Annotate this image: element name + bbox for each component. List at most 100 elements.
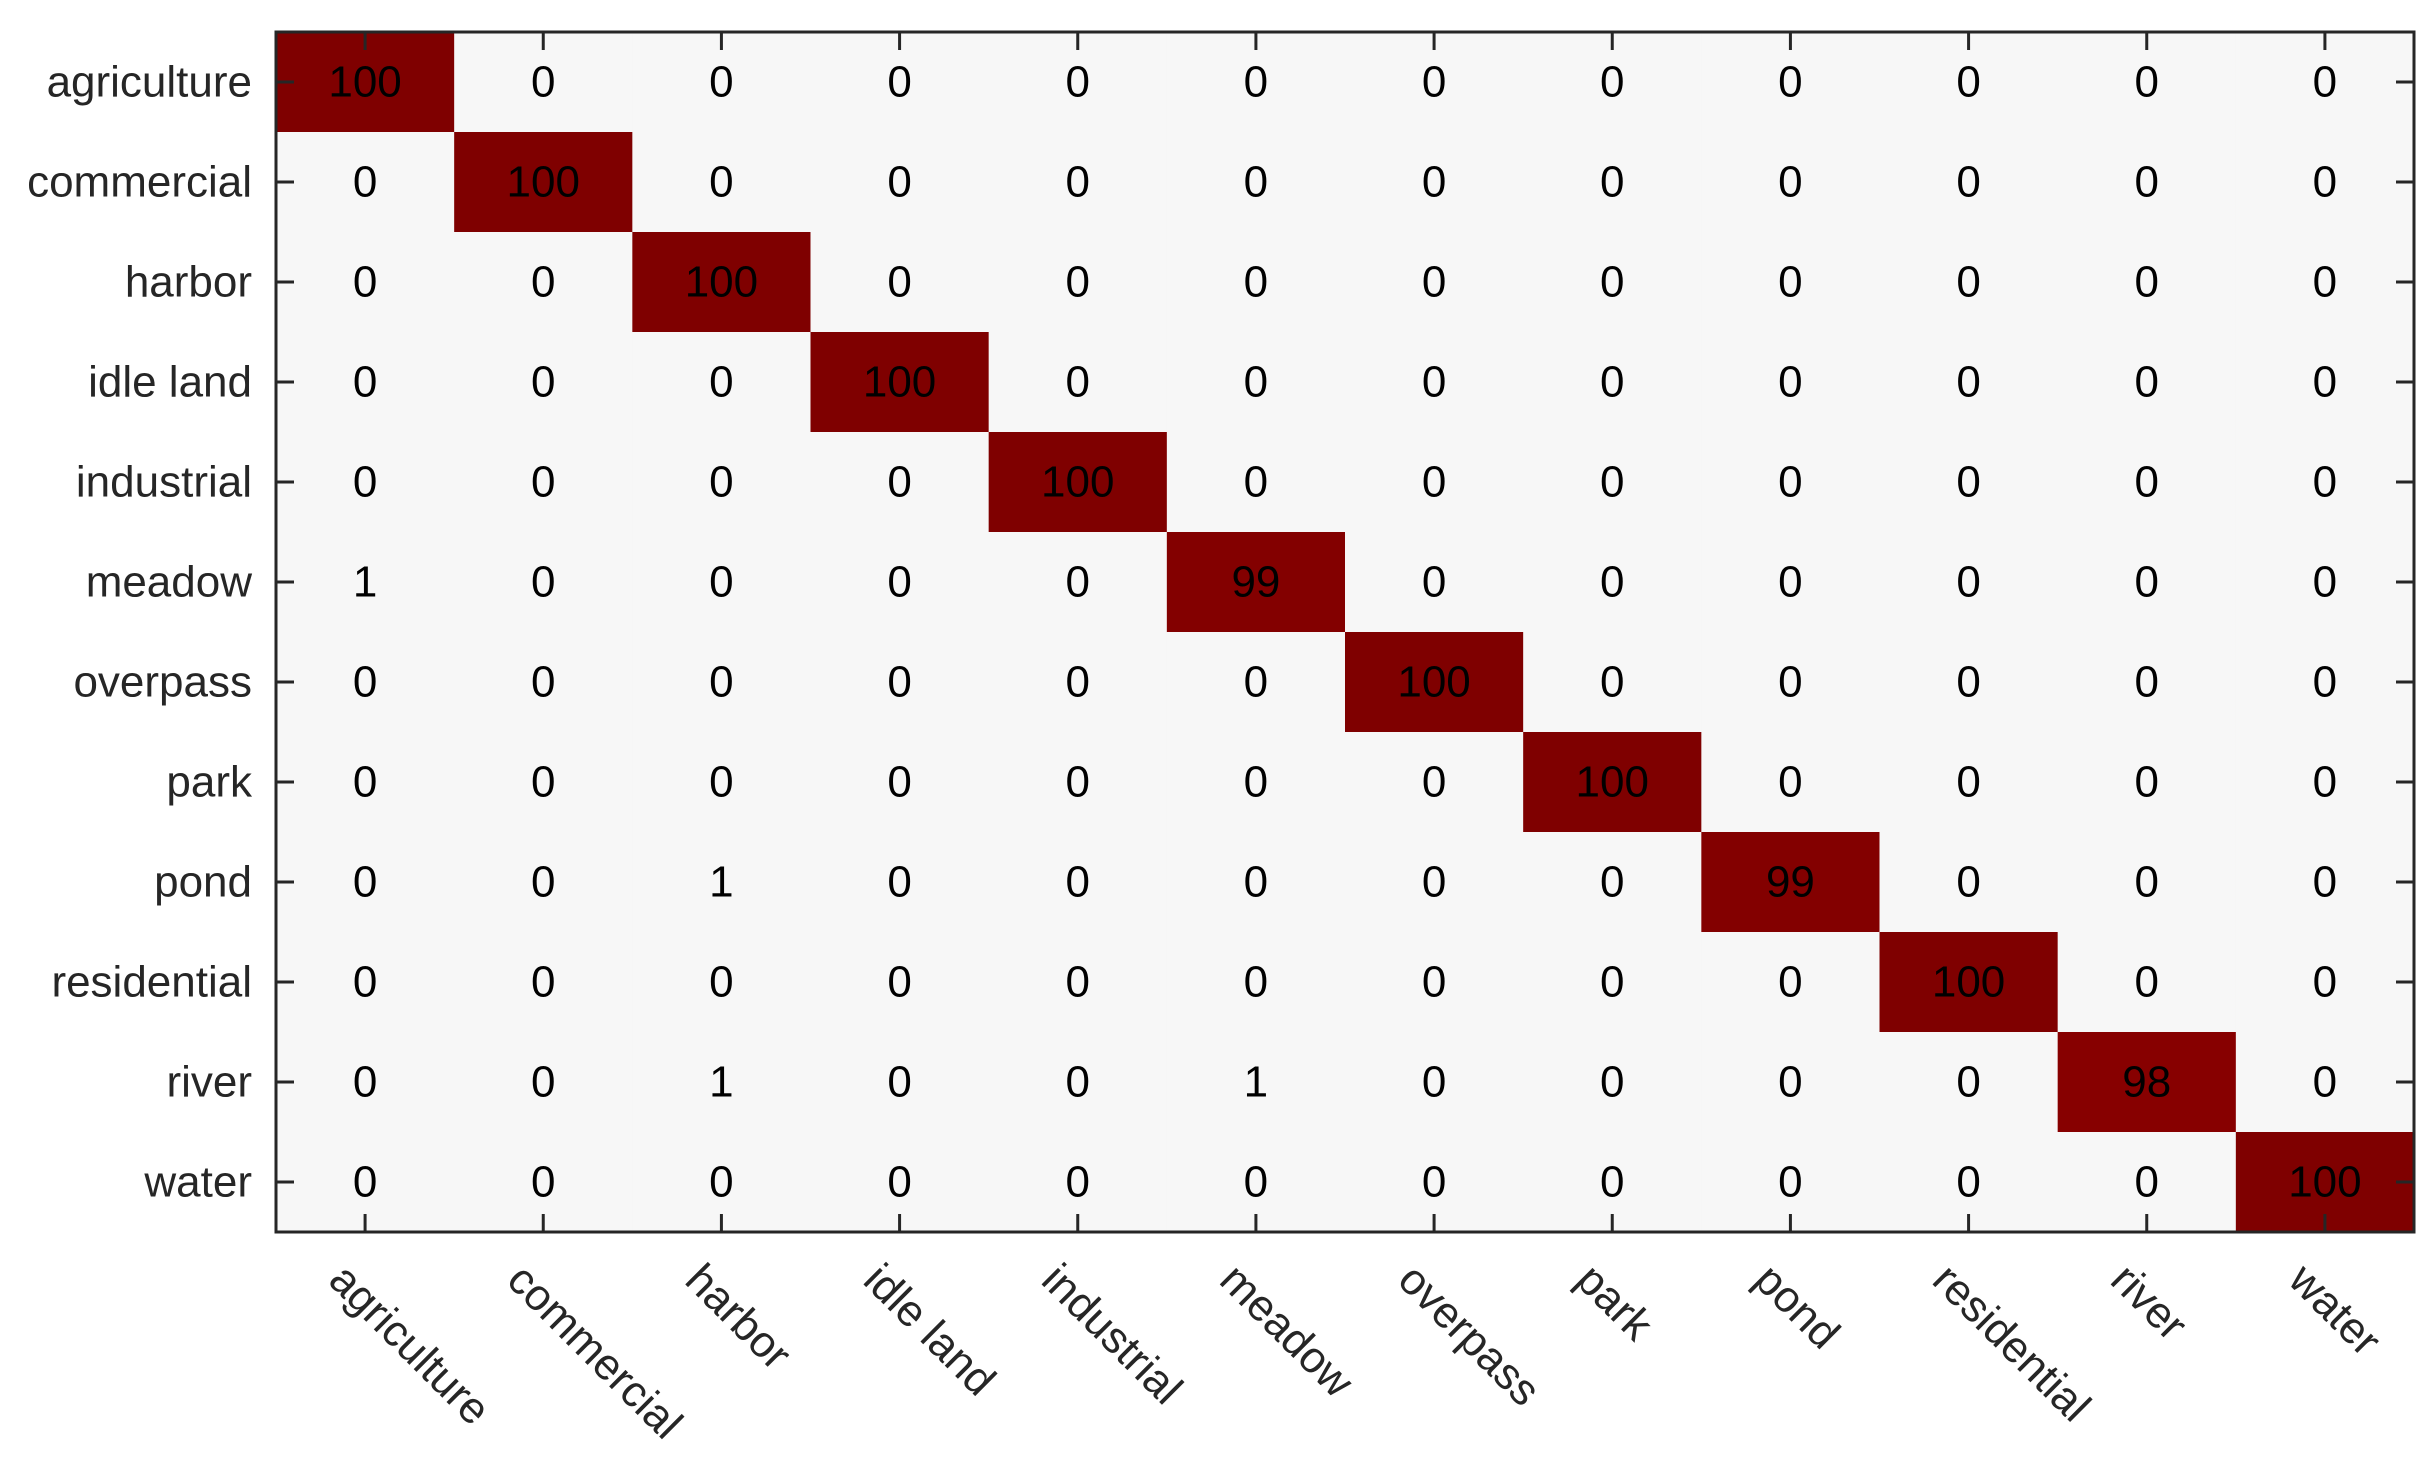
heatmap-cell-r1-c3: [810, 132, 990, 233]
cell-value-label-r11-c1: 0: [531, 1158, 555, 1207]
heatmap-cell-r8-c0: [276, 832, 455, 933]
cell-value-label-r11-c10: 0: [2135, 1158, 2159, 1207]
heatmap-cell-r10-c9: [1879, 1032, 2059, 1133]
heatmap-cell-r7-c1: [454, 732, 633, 833]
heatmap-cell-r1-c0: [276, 132, 455, 233]
cell-value-label-r7-c3: 0: [887, 758, 911, 807]
cell-value-label-r2-c5: 0: [1244, 258, 1268, 307]
cell-value-label-r9-c10: 0: [2135, 958, 2159, 1007]
cell-value-label-r4-c5: 0: [1244, 458, 1268, 507]
cell-value-label-r3-c2: 0: [709, 358, 733, 407]
cell-value-label-r2-c2: 100: [685, 258, 758, 307]
heatmap-cell-r4-c1: [454, 432, 633, 533]
heatmap-cell-r1-c1: [454, 132, 633, 233]
cell-value-label-r9-c6: 0: [1422, 958, 1446, 1007]
heatmap-cell-r2-c0: [276, 232, 455, 333]
cell-value-label-r11-c9: 0: [1956, 1158, 1980, 1207]
cell-value-label-r6-c3: 0: [887, 658, 911, 707]
cell-value-label-r6-c10: 0: [2135, 658, 2159, 707]
cell-value-label-r1-c1: 100: [507, 158, 580, 207]
cell-value-label-r11-c4: 0: [1066, 1158, 1090, 1207]
heatmap-cell-r5-c0: [276, 532, 455, 633]
cell-value-label-r2-c11: 0: [2313, 258, 2337, 307]
x-tick-label-9: residential: [1923, 1255, 2099, 1431]
heatmap-cell-r8-c7: [1523, 832, 1702, 933]
cell-value-label-r2-c10: 0: [2135, 258, 2159, 307]
heatmap-cell-r6-c4: [988, 632, 1168, 733]
cell-value-label-r7-c6: 0: [1422, 758, 1446, 807]
cell-value-label-r5-c1: 0: [531, 558, 555, 607]
cell-value-label-r10-c7: 0: [1600, 1058, 1624, 1107]
cell-value-label-r8-c4: 0: [1066, 858, 1090, 907]
heatmap-cell-r3-c5: [1166, 332, 1346, 433]
heatmap-cells: [276, 32, 2415, 1233]
heatmap-cell-r8-c8: [1701, 832, 1880, 933]
heatmap-cell-r3-c4: [988, 332, 1168, 433]
cell-value-label-r11-c11: 100: [2288, 1158, 2361, 1207]
heatmap-cell-r3-c1: [454, 332, 633, 433]
y-tick-label-10: river: [166, 1058, 252, 1107]
cell-value-label-r7-c1: 0: [531, 758, 555, 807]
x-tick-label-2: harbor: [676, 1255, 801, 1380]
cell-value-label-r8-c9: 0: [1956, 858, 1980, 907]
cell-value-label-r5-c10: 0: [2135, 558, 2159, 607]
heatmap-cell-r7-c0: [276, 732, 455, 833]
cell-value-label-r0-c4: 0: [1066, 58, 1090, 107]
heatmap-cell-r9-c3: [810, 932, 990, 1033]
heatmap-cell-r4-c5: [1166, 432, 1346, 533]
cell-value-label-r7-c5: 0: [1244, 758, 1268, 807]
heatmap-cell-r2-c2: [632, 232, 811, 333]
heatmap-cell-r5-c2: [632, 532, 811, 633]
cell-value-label-r9-c2: 0: [709, 958, 733, 1007]
heatmap-cell-r7-c4: [988, 732, 1168, 833]
cell-value-label-r11-c7: 0: [1600, 1158, 1624, 1207]
heatmap-cell-r3-c2: [632, 332, 811, 433]
cell-value-labels: 100 0 0 0 0 0 0 0 0 0 0 00 100 0 0 0 0 0 0 0 0 0 00 0 100 0 0 0 0 0 0 0…: [328, 58, 2361, 1207]
heatmap-cell-r10-c5: [1166, 1032, 1346, 1133]
cell-value-label-r1-c3: 0: [887, 158, 911, 207]
cell-value-label-r10-c3: 0: [887, 1058, 911, 1107]
heatmap-cell-r4-c2: [632, 432, 811, 533]
cell-value-label-r10-c11: 0: [2313, 1058, 2337, 1107]
cell-value-label-r1-c7: 0: [1600, 158, 1624, 207]
heatmap-cell-r7-c2: [632, 732, 811, 833]
cell-value-label-r6-c4: 0: [1066, 658, 1090, 707]
cell-value-label-r6-c8: 0: [1778, 658, 1802, 707]
heatmap-cell-r4-c0: [276, 432, 455, 533]
heatmap-cell-r4-c8: [1701, 432, 1880, 533]
cell-value-label-r10-c0: 0: [353, 1058, 377, 1107]
cell-value-label-r7-c0: 0: [353, 758, 377, 807]
heatmap-cell-r3-c6: [1345, 332, 1524, 433]
cell-value-label-r9-c3: 0: [887, 958, 911, 1007]
x-tick-label-10: river: [2101, 1255, 2196, 1350]
cell-value-label-r0-c3: 0: [887, 58, 911, 107]
cell-value-label-r0-c7: 0: [1600, 58, 1624, 107]
cell-value-label-r9-c1: 0: [531, 958, 555, 1007]
cell-value-label-r3-c9: 0: [1956, 358, 1980, 407]
cell-value-label-r8-c7: 0: [1600, 858, 1624, 907]
cell-value-label-r0-c2: 0: [709, 58, 733, 107]
heatmap-cell-r1-c9: [1879, 132, 2059, 233]
cell-value-label-r11-c6: 0: [1422, 1158, 1446, 1207]
cell-value-label-r8-c2: 1: [709, 858, 733, 907]
cell-value-label-r4-c3: 0: [887, 458, 911, 507]
heatmap-cell-r10-c1: [454, 1032, 633, 1133]
heatmap-cell-r4-c3: [810, 432, 990, 533]
heatmap-cell-r4-c6: [1345, 432, 1524, 533]
heatmap-cell-r10-c2: [632, 1032, 811, 1133]
cell-value-label-r2-c0: 0: [353, 258, 377, 307]
x-tick-label-8: pond: [1745, 1255, 1849, 1359]
heatmap-cell-r6-c6: [1345, 632, 1524, 733]
cell-value-label-r4-c4: 100: [1041, 458, 1114, 507]
heatmap-cell-r5-c3: [810, 532, 990, 633]
heatmap-cell-r10-c0: [276, 1032, 455, 1133]
cell-value-label-r0-c9: 0: [1956, 58, 1980, 107]
heatmap-cell-r2-c5: [1166, 232, 1346, 333]
axis-ticks: [276, 32, 2414, 1232]
cell-value-label-r10-c8: 0: [1778, 1058, 1802, 1107]
cell-value-label-r11-c2: 0: [709, 1158, 733, 1207]
heatmap-cell-r9-c11: [2235, 932, 2415, 1033]
cell-value-label-r3-c0: 0: [353, 358, 377, 407]
heatmap-cell-r1-c10: [2057, 132, 2237, 233]
